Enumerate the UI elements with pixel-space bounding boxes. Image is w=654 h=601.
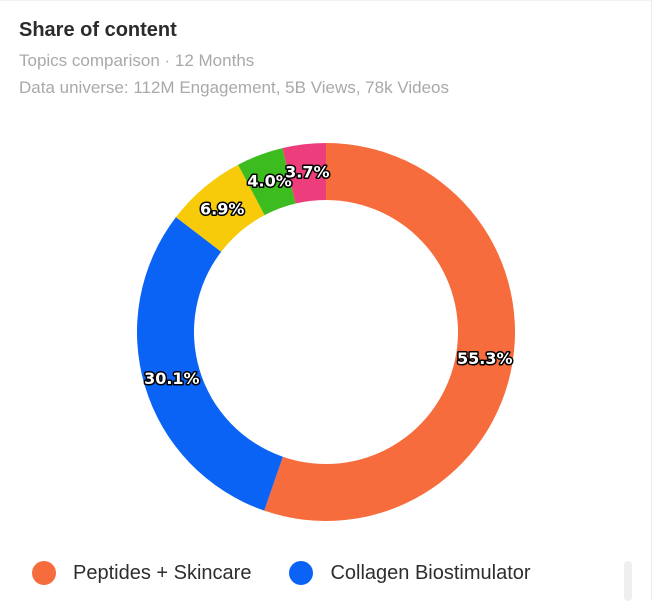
chart-legend: Peptides + Skincare Collagen Biostimulat…	[32, 561, 569, 585]
data-universe-text: Data universe: 112M Engagement, 5B Views…	[19, 78, 449, 97]
slice-label-slice-5: 3.7%	[285, 163, 329, 182]
slice-label-collagen-biostimulator: 30.1%	[144, 369, 200, 388]
card-title: Share of content	[19, 19, 177, 41]
donut-slice-slice-4[interactable]	[238, 148, 296, 216]
legend-swatch-collagen-biostimulator	[289, 561, 314, 585]
donut-slice-slice-3[interactable]	[175, 164, 265, 252]
legend-item-collagen-biostimulator[interactable]: Collagen Biostimulator	[289, 561, 531, 585]
card-subtitle: Topics comparison · 12 Months	[19, 51, 255, 70]
donut-slice-slice-5[interactable]	[282, 143, 326, 204]
donut-slice-collagen-biostimulator[interactable]	[137, 217, 283, 511]
legend-item-peptides-skincare[interactable]: Peptides + Skincare	[32, 561, 251, 585]
donut-slices	[137, 143, 516, 521]
slice-label-peptides-skincare: 55.3%	[457, 349, 513, 368]
donut-slice-peptides-skincare[interactable]	[264, 143, 516, 521]
legend-label: Collagen Biostimulator	[330, 561, 531, 584]
legend-swatch-peptides-skincare	[32, 561, 56, 585]
slice-label-slice-4: 4.0%	[247, 172, 291, 191]
slice-label-slice-3: 6.9%	[200, 199, 244, 218]
donut-chart: 55.3% 30.1% 6.9%4.0%3.7%	[137, 143, 516, 521]
donut-labels: 55.3% 30.1% 6.9%4.0%3.7%	[143, 161, 514, 389]
legend-label: Peptides + Skincare	[73, 561, 252, 584]
legend-scrollbar[interactable]	[624, 561, 632, 601]
